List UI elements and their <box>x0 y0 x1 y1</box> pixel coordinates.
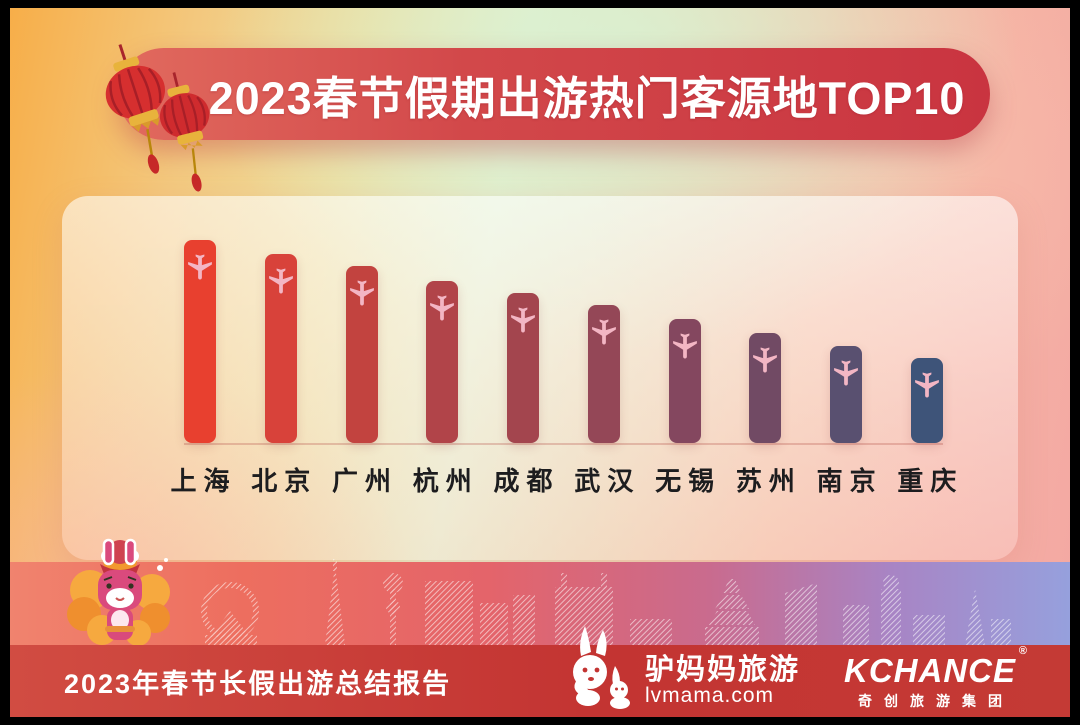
poster-background: 2023春节假期出游热门客源地TOP10 <box>10 8 1070 717</box>
bar <box>910 358 943 443</box>
bar <box>345 266 378 443</box>
bar-label: 无锡 <box>655 466 722 496</box>
bar-label: 广州 <box>332 466 399 496</box>
bar-chart: 上海 北京 广州 杭州 成都 武汉 无锡 苏州 南京 重庆 <box>170 240 956 498</box>
bar <box>264 254 297 443</box>
bar <box>184 240 216 443</box>
airplane-down-icon <box>511 307 535 333</box>
airplane-down-icon <box>591 319 616 345</box>
bar-label: 成都 <box>493 466 560 496</box>
bar-label: 南京 <box>816 466 883 496</box>
airplane-down-icon <box>430 295 455 321</box>
skyline-band <box>10 559 1070 645</box>
rabbit-mascot-icon <box>572 626 630 709</box>
footer-bar: 2023年春节长假出游总结报告 <box>10 626 1070 717</box>
bar <box>830 346 863 443</box>
kchance-subtitle: 奇创旅游集团 <box>858 693 1014 709</box>
airplane-down-icon <box>188 254 212 280</box>
bars-row <box>184 240 943 445</box>
airplane-down-icon <box>834 360 858 386</box>
page-title: 2023春节假期出游热门客源地TOP10 <box>208 72 966 124</box>
kchance-brand: KCHANCE ® <box>844 645 1028 689</box>
bar-label: 北京 <box>251 466 318 496</box>
bar-label: 上海 <box>170 466 237 496</box>
airplane-down-icon <box>268 268 293 294</box>
kchance-logo: KCHANCE ® 奇创旅游集团 <box>844 645 1028 709</box>
city-skyline-silhouette-icon <box>201 559 1011 645</box>
bar <box>426 281 459 443</box>
labels-row: 上海 北京 广州 杭州 成都 武汉 无锡 苏州 南京 重庆 <box>160 461 967 498</box>
bar <box>507 293 540 443</box>
airplane-down-icon <box>753 347 778 373</box>
lvmama-domain: lvmama.com <box>644 684 775 708</box>
lvmama-logo: 驴妈妈旅游 lvmama.com <box>563 626 800 712</box>
bar <box>749 333 782 443</box>
chart-card: 上海 北京 广州 杭州 成都 武汉 无锡 苏州 南京 重庆 <box>62 196 1018 560</box>
airplane-down-icon <box>672 333 697 359</box>
title-banner: 2023春节假期出游热门客源地TOP10 <box>118 48 990 140</box>
bar-label: 苏州 <box>735 466 802 496</box>
bar <box>668 319 701 443</box>
airplane-down-icon <box>915 372 939 398</box>
airplane-down-icon <box>349 280 374 306</box>
bar-label: 武汉 <box>574 466 641 496</box>
bar-label: 杭州 <box>412 466 479 496</box>
report-title: 2023年春节长假出游总结报告 <box>64 668 452 699</box>
lvmama-brand: 驴妈妈旅游 <box>644 653 800 686</box>
footer-logos: 驴妈妈旅游 lvmama.com KCHANCE ® 奇创旅游集团 <box>563 626 1028 712</box>
bar-label: 重庆 <box>897 466 964 496</box>
bar <box>587 305 620 443</box>
registered-mark: ® <box>1018 645 1028 657</box>
